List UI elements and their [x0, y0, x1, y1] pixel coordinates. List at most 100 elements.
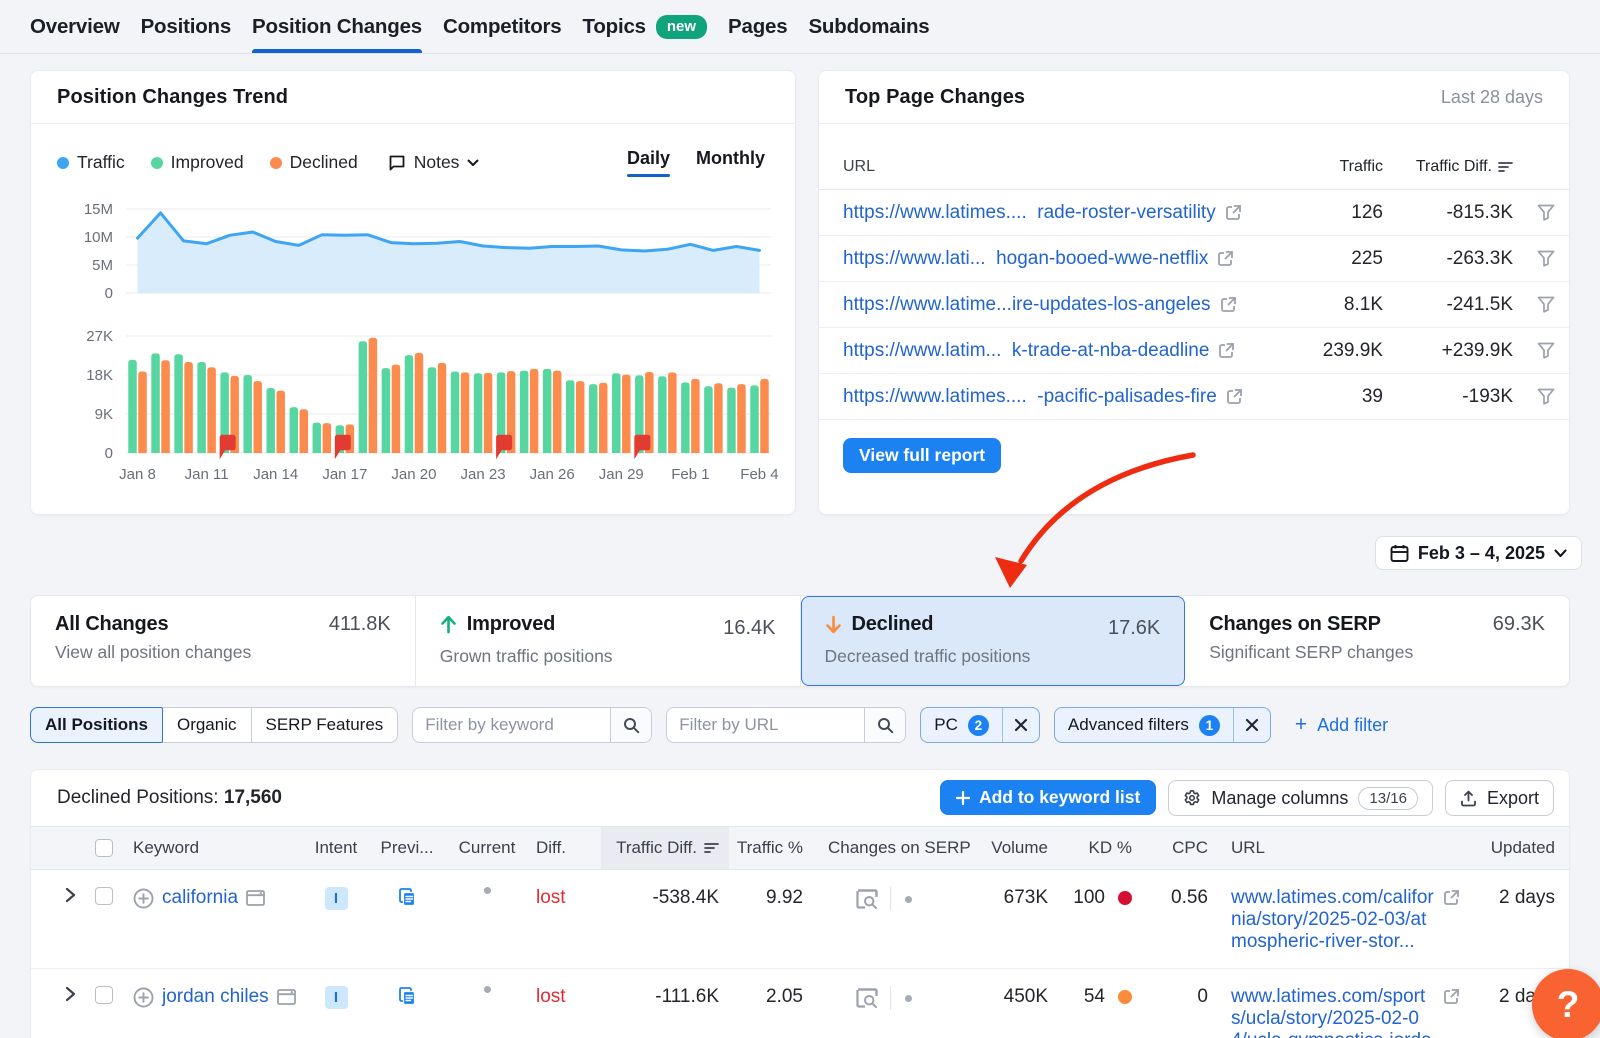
tab-declined[interactable]: Declined 17.6K Decreased traffic positio… [800, 596, 1186, 686]
nav-tab-topics[interactable]: Topics new [583, 0, 708, 53]
page-traffic-value: 126 [1351, 201, 1383, 223]
page-filter-action[interactable] [1513, 388, 1555, 405]
daily-toggle[interactable]: Daily [626, 148, 671, 177]
intent-cell: I [307, 887, 365, 910]
search-icon [623, 717, 640, 734]
page-url-link[interactable]: https://www.lati... hogan-booed-wwe-netf… [843, 247, 1209, 269]
external-link-icon [1225, 204, 1242, 221]
url-filter-input[interactable] [667, 708, 865, 742]
legend-traffic[interactable]: Traffic [57, 152, 125, 173]
expand-cell[interactable] [31, 986, 87, 1002]
serp-column-header[interactable]: Changes on SERP [828, 838, 971, 857]
kd-value: 100 [1073, 887, 1105, 908]
nav-tab-pages[interactable]: Pages [728, 0, 788, 53]
cpc-column-header[interactable]: CPC [1172, 838, 1208, 857]
checkbox-icon [95, 839, 113, 857]
advanced-filters-chip: Advanced filters 1 [1053, 707, 1271, 743]
intent-badge[interactable]: I [324, 887, 348, 910]
legend-improved[interactable]: Improved [150, 152, 244, 173]
sort-desc-icon [704, 842, 719, 854]
traffic-diff-column-header[interactable]: Traffic Diff. [1383, 158, 1513, 176]
view-full-report-button[interactable]: View full report [843, 438, 1002, 473]
segment-serp-features[interactable]: SERP Features [251, 707, 399, 743]
export-button[interactable]: Export [1444, 780, 1554, 816]
row-checkbox[interactable] [87, 986, 125, 1004]
page-url-link[interactable]: https://www.latim... k-trade-at-nba-dead… [843, 339, 1210, 361]
serp-features-icon[interactable] [856, 889, 878, 909]
advanced-filters-chip-remove-button[interactable] [1232, 708, 1270, 742]
add-keyword-circle-plus-icon[interactable] [133, 987, 154, 1008]
traffic-pct-column-header[interactable]: Traffic % [736, 838, 803, 857]
keyword-link[interactable]: california [162, 887, 239, 908]
page-url-link[interactable]: https://www.latime...ire-updates-los-ang… [843, 293, 1211, 315]
nav-tab-competitors[interactable]: Competitors [443, 0, 562, 53]
intent-column-header[interactable]: Intent [314, 838, 358, 857]
keyword-filter-input[interactable] [413, 708, 611, 742]
legend-declined[interactable]: Declined [269, 152, 358, 173]
keyword-column-header[interactable]: Keyword [133, 838, 200, 857]
page-url-link[interactable]: https://www.latimes.... rade-roster-vers… [843, 201, 1216, 223]
pages-stack-icon[interactable] [397, 986, 417, 1006]
serp-preview-icon[interactable] [246, 890, 265, 906]
tab-all-changes[interactable]: All Changes 411.8K View all position cha… [31, 596, 416, 686]
nav-tab-subdomains[interactable]: Subdomains [808, 0, 929, 53]
traffic-diff-label: Traffic Diff. [1415, 158, 1492, 175]
add-keyword-circle-plus-icon[interactable] [133, 888, 154, 909]
pages-stack-icon[interactable] [397, 887, 417, 907]
nav-tab-position-changes[interactable]: Position Changes [252, 0, 422, 53]
segment-organic[interactable]: Organic [162, 707, 252, 743]
advanced-filters-chip-body[interactable]: Advanced filters 1 [1055, 708, 1233, 742]
segment-all-positions[interactable]: All Positions [30, 707, 163, 743]
page-filter-action[interactable] [1513, 296, 1555, 313]
serp-preview-icon[interactable] [276, 989, 296, 1005]
manage-columns-button[interactable]: Manage columns 13/16 [1168, 780, 1433, 816]
add-to-keyword-list-button[interactable]: Add to keyword list [939, 780, 1157, 815]
kd-cell: 54 [1048, 986, 1132, 1008]
empty-dot-icon [483, 986, 491, 993]
gear-icon [1183, 789, 1201, 807]
result-url-link[interactable]: www.latimes.com/sports/ucla/story/2025-0… [1231, 986, 1432, 1038]
volume-column-header[interactable]: Volume [991, 838, 1048, 857]
page-filter-action[interactable] [1513, 204, 1555, 221]
page-url-link[interactable]: https://www.latimes.... -pacific-palisad… [843, 385, 1217, 407]
pc-chip-body[interactable]: PC 2 [921, 708, 1002, 742]
monthly-toggle[interactable]: Monthly [696, 148, 765, 168]
pc-chip-remove-button[interactable] [1001, 708, 1039, 742]
svg-text:Jan 17: Jan 17 [322, 466, 367, 483]
notes-toggle[interactable]: Notes [388, 152, 480, 173]
tab-value: 411.8K [328, 613, 391, 635]
kd-value: 54 [1083, 986, 1105, 1007]
diff-column-header[interactable]: Diff. [536, 838, 566, 857]
pages-card-header: Top Page Changes Last 28 days [819, 71, 1569, 124]
date-range-picker[interactable]: Feb 3 – 4, 2025 [1374, 536, 1582, 570]
current-column-header[interactable]: Current [458, 838, 516, 857]
nav-tab-overview[interactable]: Overview [30, 0, 120, 53]
kd-column-header[interactable]: KD % [1088, 838, 1132, 857]
nav-tab-positions[interactable]: Positions [141, 0, 232, 53]
help-button[interactable]: ? [1532, 969, 1600, 1038]
serp-features-icon[interactable] [856, 988, 878, 1008]
tab-changes-on-serp[interactable]: Changes on SERP 69.3K Significant SERP c… [1185, 596, 1569, 686]
updated-column-header[interactable]: Updated [1490, 838, 1555, 857]
page-filter-action[interactable] [1513, 250, 1555, 267]
diff-cell: lost [536, 986, 566, 1007]
page-filter-action[interactable] [1513, 342, 1555, 359]
keyword-link[interactable]: jordan chiles [162, 986, 269, 1007]
url-search-button[interactable] [864, 708, 906, 742]
traffic-diff-column-header[interactable]: Traffic Diff. [601, 827, 729, 869]
plus-icon: + [1294, 713, 1308, 736]
previous-column-header[interactable]: Previ... [380, 838, 434, 857]
traffic-diff-cell: -111.6K [655, 986, 719, 1007]
add-filter-button[interactable]: + Add filter [1295, 713, 1388, 737]
result-url-link[interactable]: www.latimes.com/california/story/2025-02… [1231, 887, 1434, 952]
keyword-search-button[interactable] [610, 708, 652, 742]
url-column-header[interactable]: URL [1231, 838, 1266, 857]
row-checkbox[interactable] [87, 887, 125, 905]
trend-card-header: Position Changes Trend [31, 71, 795, 124]
tab-improved[interactable]: Improved 16.4K Grown traffic positions [416, 596, 801, 686]
new-badge: new [655, 14, 708, 39]
expand-cell[interactable] [31, 887, 87, 903]
intent-badge[interactable]: I [324, 986, 348, 1009]
select-all-checkbox[interactable] [87, 839, 125, 857]
date-row: Feb 3 – 4, 2025 [30, 536, 1582, 570]
